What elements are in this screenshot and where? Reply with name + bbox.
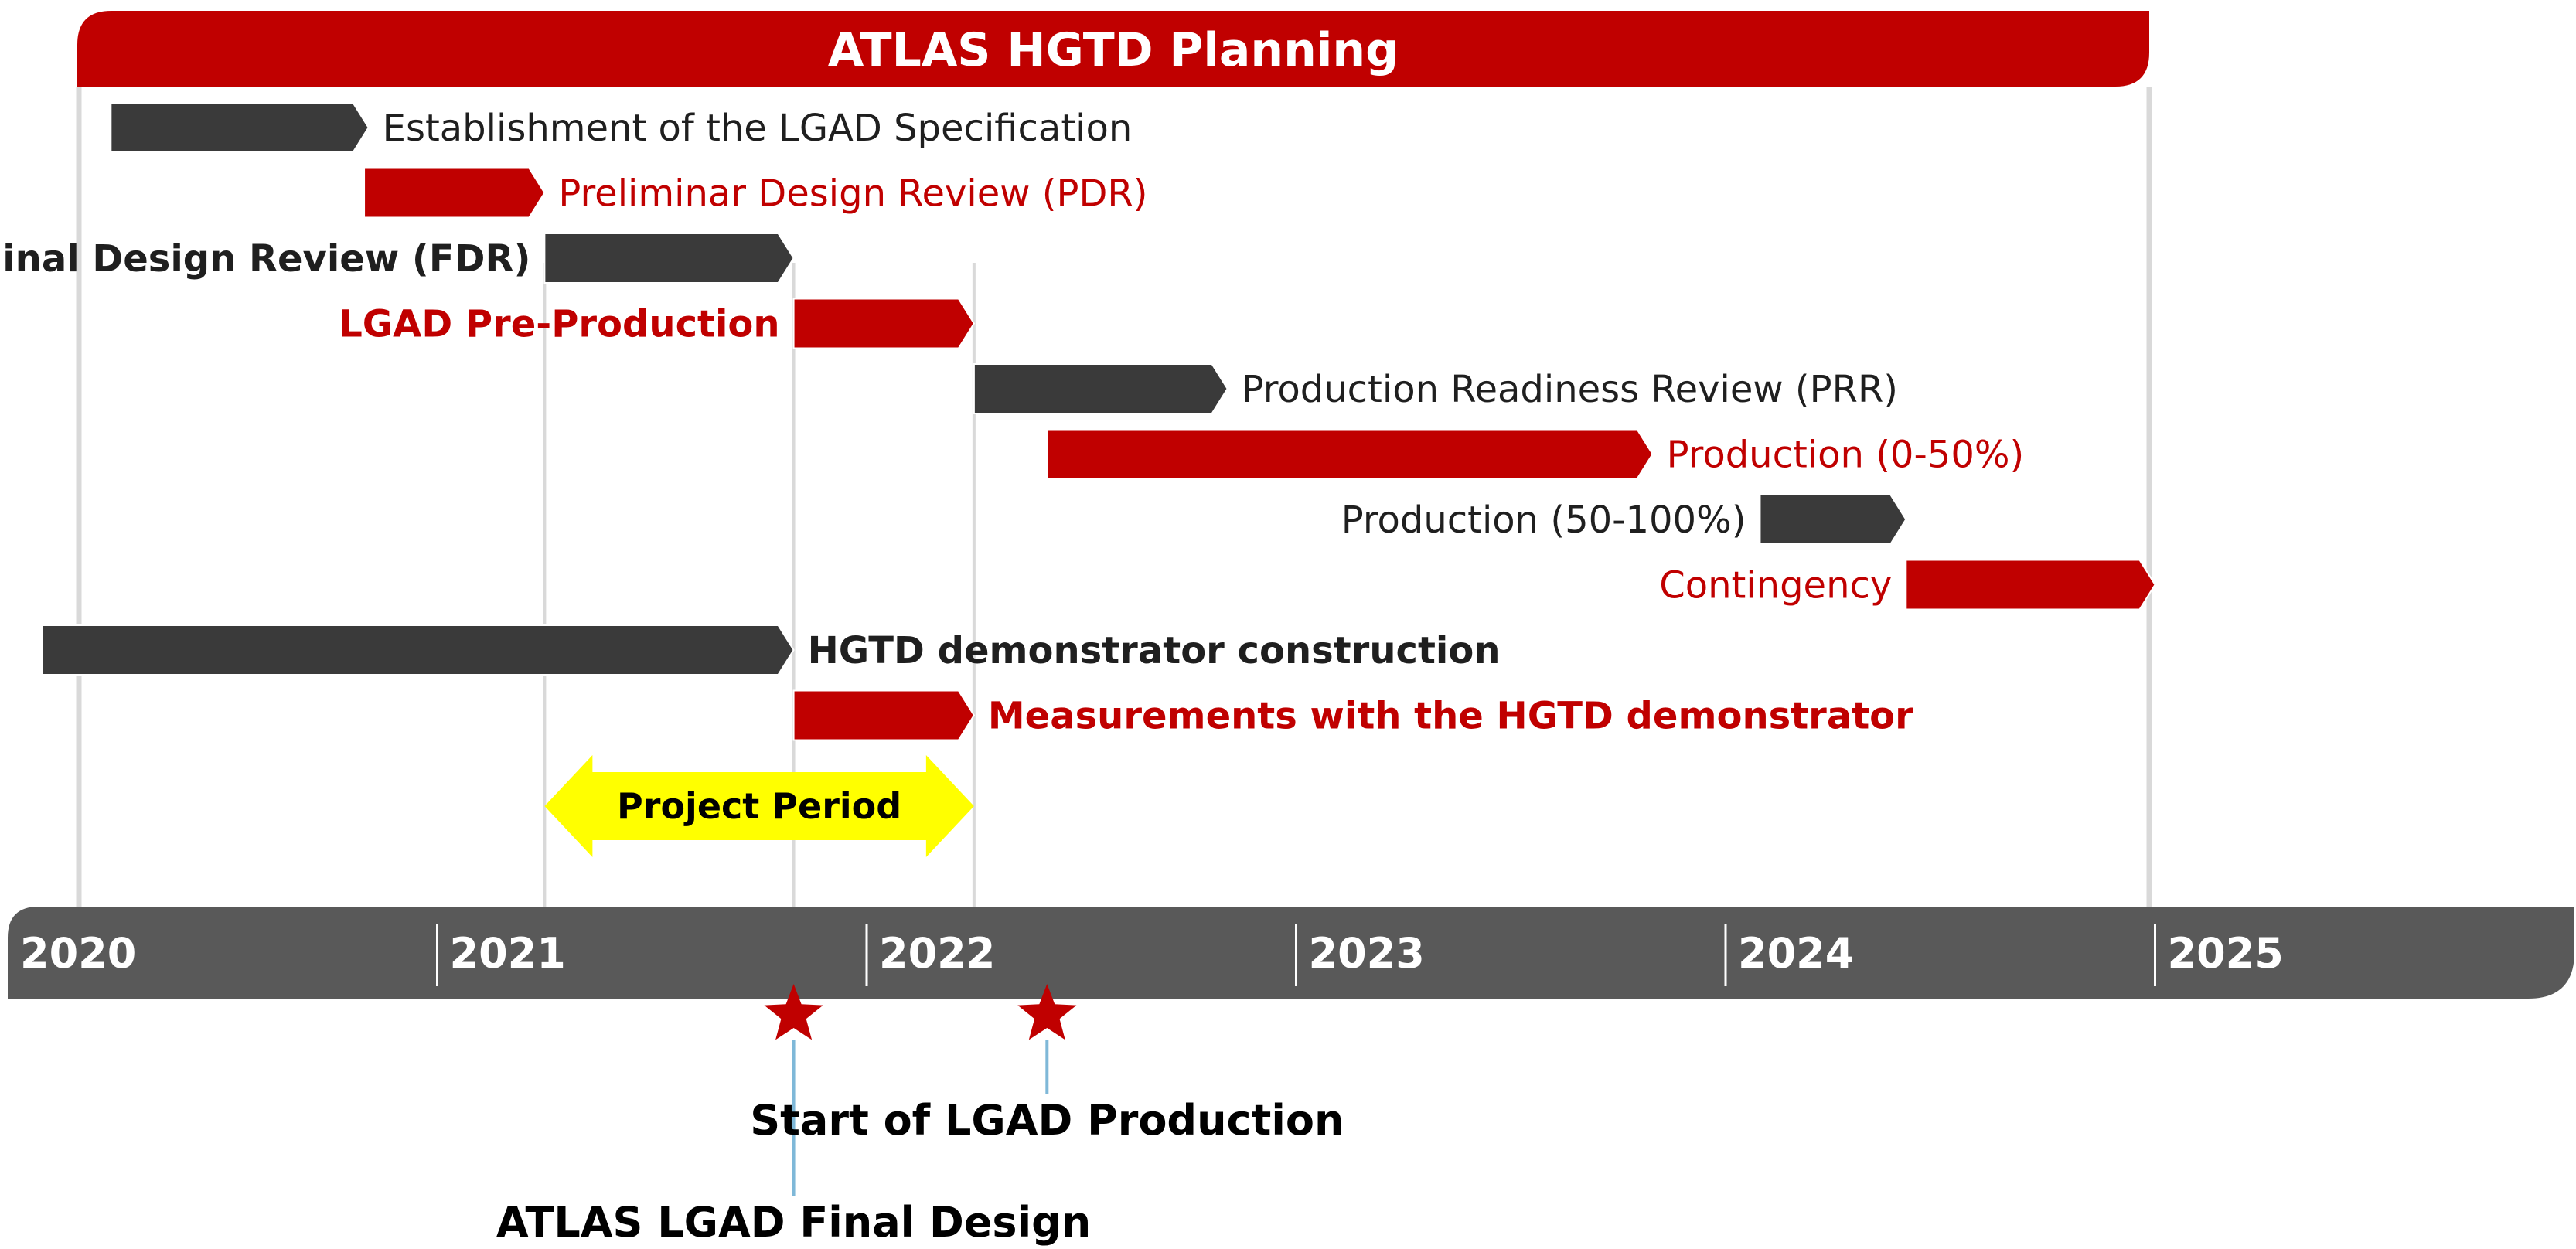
project-period-label: Project Period <box>617 785 901 827</box>
title-banner: ATLAS HGTD Planning <box>77 11 2149 87</box>
title-bar <box>77 11 2149 87</box>
year-label: 2025 <box>2168 929 2284 978</box>
task-label: Production (0-50%) <box>1667 434 2025 477</box>
project-period-arrow <box>544 755 974 857</box>
year-axis: 2020 2021 2022 2023 2024 2025 <box>8 907 2574 999</box>
year-label: 2022 <box>879 929 995 978</box>
year-label: 2023 <box>1309 929 1425 978</box>
project-period: Project Period <box>544 755 974 857</box>
task-label: Preliminar Design Review (PDR) <box>558 172 1147 216</box>
task-bar <box>973 363 1228 414</box>
task-bar <box>1046 428 1654 480</box>
milestone-star-icon <box>764 984 823 1040</box>
year-label: 2020 <box>20 929 136 978</box>
task-bar <box>363 167 546 219</box>
task-bar <box>543 233 795 284</box>
axis-bar <box>8 907 2574 999</box>
task-bar <box>1759 494 1907 545</box>
task-label: Contingency <box>1659 564 1892 607</box>
year-label: 2021 <box>450 929 566 978</box>
task-bar <box>1905 559 2156 611</box>
milestone-label: Start of LGAD Production <box>750 1096 1344 1145</box>
task-bar <box>792 689 976 741</box>
task-bar <box>110 102 370 153</box>
page-title: ATLAS HGTD Planning <box>828 23 1399 77</box>
task-label: Measurements with the HGTD demonstrator <box>988 695 1913 738</box>
task-label: Establishment of the LGAD Specification <box>383 107 1133 150</box>
year-label: 2024 <box>1738 929 1854 978</box>
milestones: ATLAS LGAD Final Design Start of LGAD Pro… <box>496 984 1344 1247</box>
task-label: LGAD Pre-Production <box>339 303 779 346</box>
task-bar <box>792 298 976 349</box>
task-label: Production Readiness Review (PRR) <box>1242 368 1898 411</box>
task-bar <box>41 624 795 676</box>
task-bars: Establishment of the LGAD Specification P… <box>0 102 2156 741</box>
milestone-star-icon <box>1017 984 1077 1040</box>
task-label: HGTD demonstrator construction <box>808 629 1501 672</box>
task-label: Production (50-100%) <box>1341 499 1746 542</box>
task-label: Final Design Review (FDR) <box>0 237 530 281</box>
milestone-label: ATLAS LGAD Final Design <box>496 1198 1091 1247</box>
